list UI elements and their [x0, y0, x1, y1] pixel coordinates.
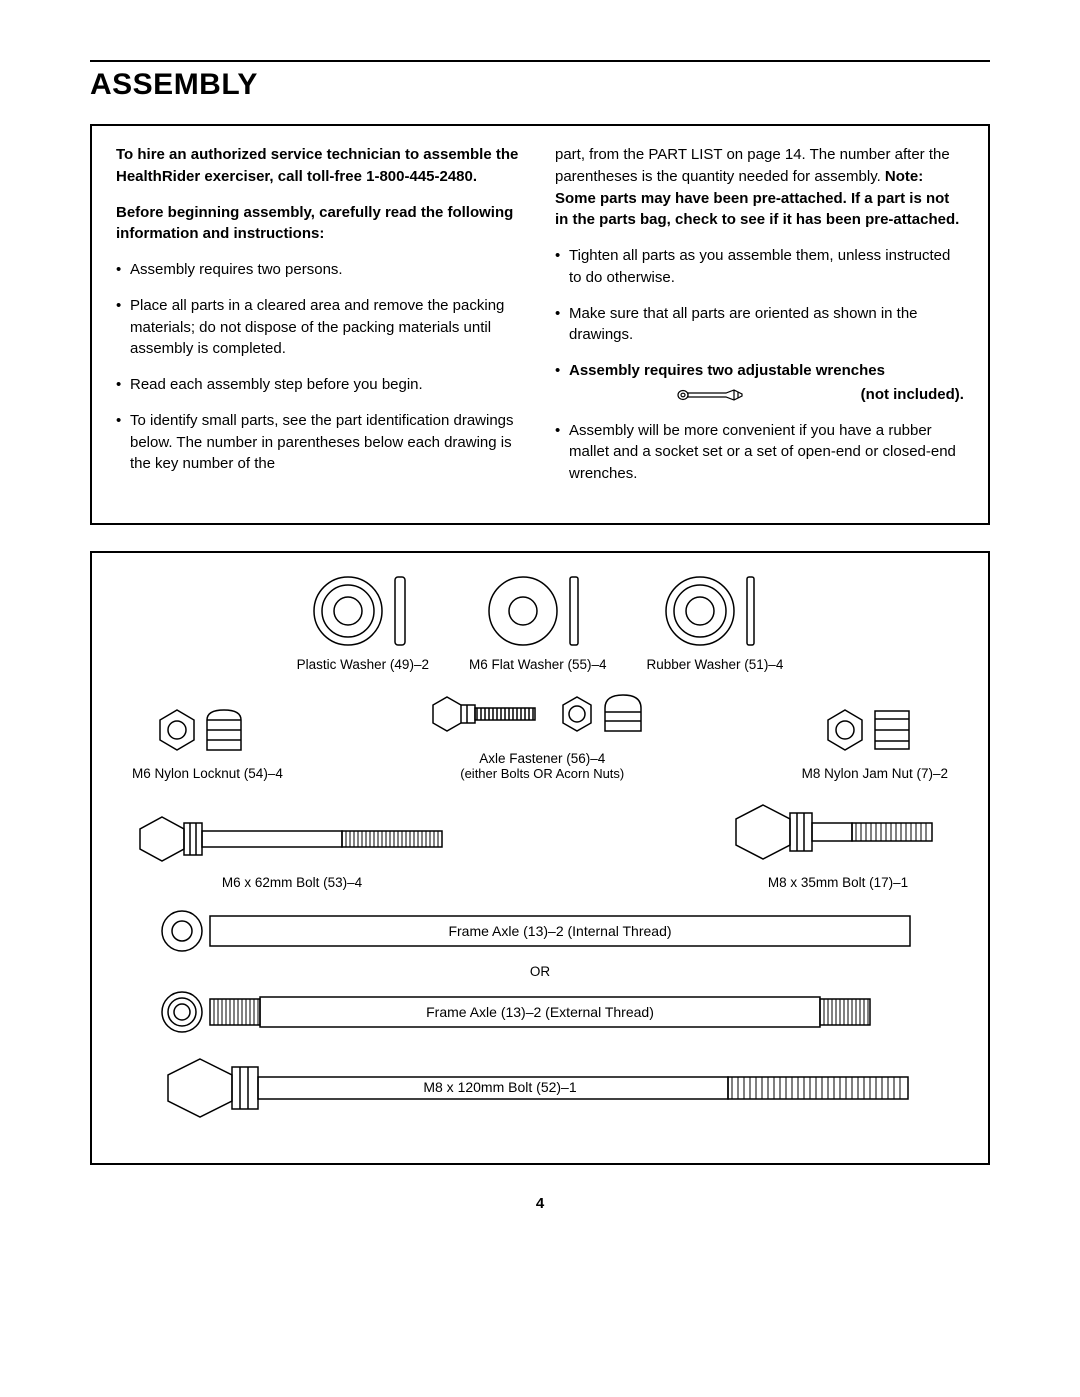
axle-external-row: Frame Axle (13)–2 (External Thread) [132, 989, 948, 1035]
page-title: ASSEMBLY [90, 68, 990, 102]
axle-internal-icon: Frame Axle (13)–2 (Internal Thread) [160, 908, 920, 954]
part-label: M6 x 62mm Bolt (53)–4 [132, 875, 452, 890]
part-plastic-washer: Plastic Washer (49)–2 [297, 571, 429, 672]
parts-row-1: Plastic Washer (49)–2 M6 Flat Washer (55… [132, 571, 948, 672]
left-bullets: Assembly requires two persons. Place all… [116, 259, 525, 475]
bullet-item: Make sure that all parts are oriented as… [555, 303, 964, 347]
left-column: To hire an authorized service technician… [116, 144, 525, 499]
before-text: Before beginning assembly, carefully rea… [116, 204, 513, 243]
part-label: Rubber Washer (51)–4 [647, 657, 784, 672]
wrench-line1: Assembly requires two adjustable wrenche… [569, 362, 885, 379]
part-label: Plastic Washer (49)–2 [297, 657, 429, 672]
part-label: M8 Nylon Jam Nut (7)–2 [802, 766, 948, 781]
parts-box: Plastic Washer (49)–2 M6 Flat Washer (55… [90, 551, 990, 1165]
parts-row-2: M6 Nylon Locknut (54)–4 [132, 690, 948, 781]
part-m6-62mm-bolt: M6 x 62mm Bolt (53)–4 [132, 809, 452, 890]
bullet-item: Assembly requires two persons. [116, 259, 525, 281]
or-label: OR [132, 964, 948, 979]
page-number: 4 [90, 1195, 990, 1212]
parts-row-3: M6 x 62mm Bolt (53)–4 M8 x 35mm Bolt (17… [132, 799, 948, 890]
wrench-line2: (not included). [861, 384, 964, 406]
axle-external-icon: Frame Axle (13)–2 (External Thread) [160, 989, 920, 1035]
bullet-wrench: Assembly requires two adjustable wrenche… [555, 360, 964, 406]
part-m8-nylon-jam-nut: M8 Nylon Jam Nut (7)–2 [802, 705, 948, 781]
axle-external-label: Frame Axle (13)–2 (External Thread) [426, 1004, 654, 1020]
part-label: M6 Nylon Locknut (54)–4 [132, 766, 283, 781]
part-axle-fastener: Axle Fastener (56)–4 (either Bolts OR Ac… [427, 690, 657, 781]
right-column: part, from the PART LIST on page 14. The… [555, 144, 964, 499]
bullet-item: To identify small parts, see the part id… [116, 410, 525, 475]
right-bullets: Tighten all parts as you assemble them, … [555, 245, 964, 485]
part-m6-nylon-locknut: M6 Nylon Locknut (54)–4 [132, 705, 283, 781]
long-bolt-label: M8 x 120mm Bolt (52)–1 [423, 1079, 576, 1095]
part-m6-flat-washer: M6 Flat Washer (55)–4 [469, 571, 607, 672]
axle-internal-label: Frame Axle (13)–2 (Internal Thread) [448, 923, 671, 939]
bullet-item: Read each assembly step before you begin… [116, 374, 525, 396]
part-label: M8 x 35mm Bolt (17)–1 [728, 875, 948, 890]
part-label: M6 Flat Washer (55)–4 [469, 657, 607, 672]
bullet-item: Place all parts in a cleared area and re… [116, 295, 525, 360]
long-bolt-row: M8 x 120mm Bolt (52)–1 [132, 1053, 948, 1123]
top-rule [90, 60, 990, 62]
part-label2: (either Bolts OR Acorn Nuts) [427, 766, 657, 781]
hire-text: To hire an authorized service technician… [116, 146, 518, 185]
bullet-item: Assembly will be more convenient if you … [555, 420, 964, 485]
part-label: Axle Fastener (56)–4 [427, 751, 657, 766]
long-bolt-icon: M8 x 120mm Bolt (52)–1 [160, 1053, 920, 1123]
bullet-item: Tighten all parts as you assemble them, … [555, 245, 964, 289]
wrench-icon [676, 386, 746, 404]
part-m8-35mm-bolt: M8 x 35mm Bolt (17)–1 [728, 799, 948, 890]
part-rubber-washer: Rubber Washer (51)–4 [647, 571, 784, 672]
axle-internal-row: Frame Axle (13)–2 (Internal Thread) [132, 908, 948, 954]
info-box: To hire an authorized service technician… [90, 124, 990, 525]
